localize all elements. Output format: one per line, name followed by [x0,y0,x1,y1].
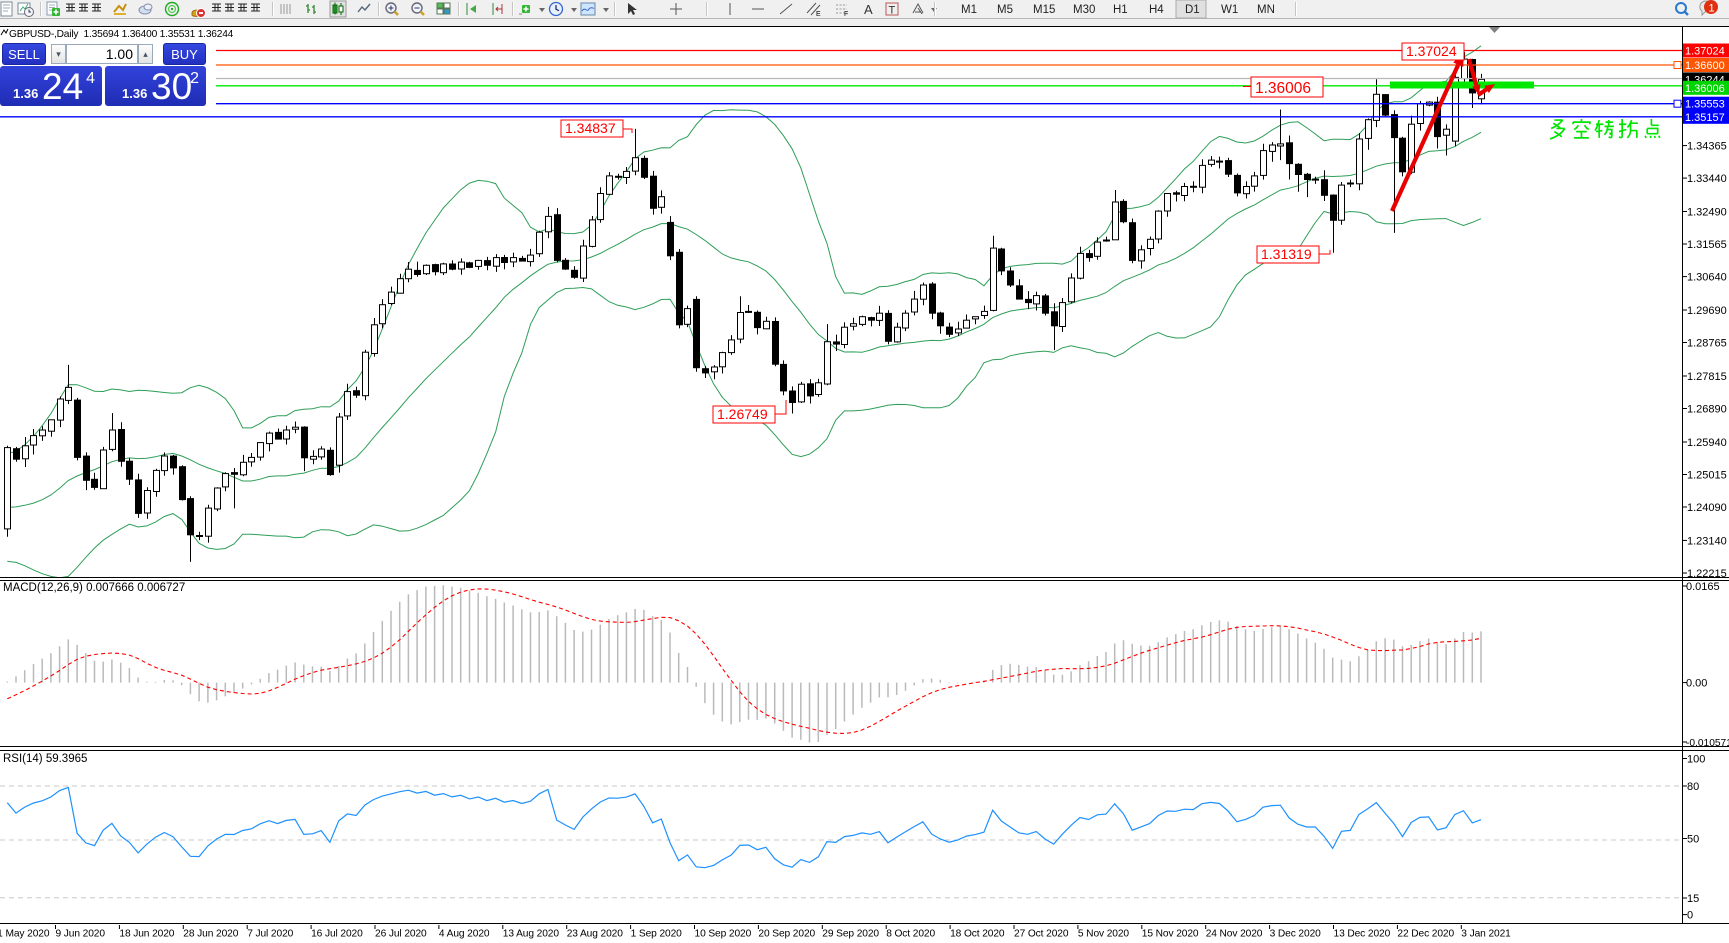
svg-text:M15: M15 [1033,4,1055,16]
svg-text:100: 100 [1687,754,1705,766]
svg-text:MACD(12,26,9) 0.007666 0.00672: MACD(12,26,9) 0.007666 0.006727 [3,582,185,594]
svg-text:1: 1 [1709,3,1715,15]
svg-text:1.25015: 1.25015 [1687,470,1727,482]
svg-text:16 Jul 2020: 16 Jul 2020 [311,929,363,940]
svg-text:31 May 2020: 31 May 2020 [0,929,50,940]
svg-text:W1: W1 [1221,4,1238,16]
svg-text:1.35157: 1.35157 [1685,112,1725,124]
svg-text:1.31319: 1.31319 [1261,246,1312,262]
svg-text:1.25940: 1.25940 [1687,437,1727,449]
svg-text:3 Jan 2021: 3 Jan 2021 [1461,929,1511,940]
svg-text:M5: M5 [997,4,1013,16]
svg-text:13 Aug 2020: 13 Aug 2020 [503,929,560,940]
svg-text:20 Sep 2020: 20 Sep 2020 [758,929,815,940]
svg-text:3 Dec 2020: 3 Dec 2020 [1270,929,1322,940]
svg-text:1.33440: 1.33440 [1687,173,1727,185]
svg-text:1.26749: 1.26749 [717,406,768,422]
svg-text:1.24090: 1.24090 [1687,502,1727,514]
svg-text:1.22215: 1.22215 [1687,568,1727,580]
svg-text:1.37024: 1.37024 [1685,46,1725,58]
svg-text:RSI(14) 59.3965: RSI(14) 59.3965 [3,753,87,765]
svg-text:1.26890: 1.26890 [1687,404,1727,416]
svg-text:0.00: 0.00 [1686,678,1707,690]
svg-text:1 Sep 2020: 1 Sep 2020 [631,929,683,940]
svg-text:27 Oct 2020: 27 Oct 2020 [1014,929,1069,940]
svg-text:1.28765: 1.28765 [1687,338,1727,350]
svg-text:23 Aug 2020: 23 Aug 2020 [567,929,624,940]
svg-text:4 Aug 2020: 4 Aug 2020 [439,929,490,940]
svg-text:5 Nov 2020: 5 Nov 2020 [1078,929,1130,940]
svg-text:26 Jul 2020: 26 Jul 2020 [375,929,427,940]
svg-text:1.29690: 1.29690 [1687,305,1727,317]
svg-text:1.34837: 1.34837 [565,120,616,136]
svg-text:1.36600: 1.36600 [1685,60,1725,72]
svg-text:15 Nov 2020: 15 Nov 2020 [1142,929,1199,940]
svg-text:7 Jul 2020: 7 Jul 2020 [247,929,293,940]
svg-text:15: 15 [1687,893,1699,905]
svg-text:T: T [889,5,896,17]
svg-text:1.36006: 1.36006 [1685,83,1725,95]
svg-text:9 Jun 2020: 9 Jun 2020 [56,929,106,940]
svg-text:13 Dec 2020: 13 Dec 2020 [1334,929,1391,940]
svg-text:80: 80 [1687,781,1699,793]
svg-text:22 Dec 2020: 22 Dec 2020 [1397,929,1454,940]
svg-text:28 Jun 2020: 28 Jun 2020 [183,929,238,940]
svg-text:A: A [864,2,873,17]
svg-text:10 Sep 2020: 10 Sep 2020 [695,929,752,940]
svg-text:-0.010571: -0.010571 [1686,738,1729,749]
svg-text:1.35553: 1.35553 [1685,99,1725,111]
svg-text:29 Sep 2020: 29 Sep 2020 [822,929,879,940]
svg-text:18 Oct 2020: 18 Oct 2020 [950,929,1005,940]
svg-text:1.36006: 1.36006 [1255,80,1311,97]
svg-text:E: E [816,11,821,18]
svg-text:H1: H1 [1113,4,1128,16]
svg-text:H4: H4 [1149,4,1164,16]
svg-text:1.31565: 1.31565 [1687,239,1727,251]
svg-text:M30: M30 [1073,4,1095,16]
svg-text:M1: M1 [961,4,977,16]
svg-text:8 Oct 2020: 8 Oct 2020 [886,929,935,940]
svg-text:24 Nov 2020: 24 Nov 2020 [1206,929,1263,940]
svg-text:1.27815: 1.27815 [1687,371,1727,383]
svg-text:D1: D1 [1185,4,1200,16]
svg-text:0: 0 [1687,910,1693,922]
svg-text:1.30640: 1.30640 [1687,272,1727,284]
svg-text:1.32490: 1.32490 [1687,207,1727,219]
svg-text:50: 50 [1687,834,1699,846]
svg-text:0.0165: 0.0165 [1686,581,1720,593]
svg-text:GBPUSD-,Daily 1.35694 1.36400: GBPUSD-,Daily 1.35694 1.36400 1.35531 1.… [9,29,234,40]
svg-text:MN: MN [1257,4,1275,16]
svg-text:1.23140: 1.23140 [1687,535,1727,547]
svg-text:1.34365: 1.34365 [1687,141,1727,153]
svg-text:18 Jun 2020: 18 Jun 2020 [119,929,174,940]
svg-text:F: F [844,11,848,18]
svg-text:1.37024: 1.37024 [1406,43,1457,59]
